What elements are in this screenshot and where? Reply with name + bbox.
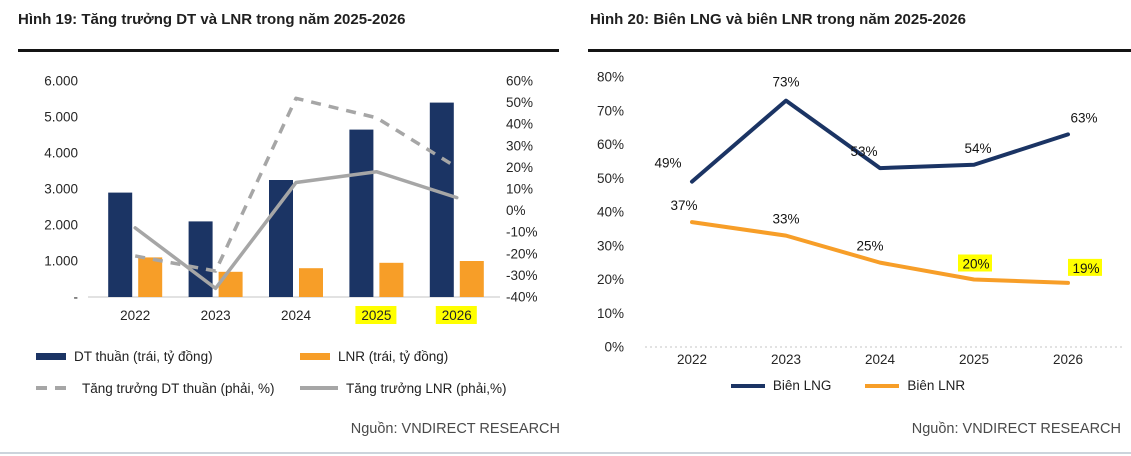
right-chart-title: Hình 20: Biên LNG và biên LNR trong năm … — [590, 11, 966, 28]
chart-text: 2026 — [442, 308, 472, 323]
left-chart-title: Hình 19: Tăng trưởng DT và LNR trong năm… — [18, 11, 406, 28]
navy-line-swatch-icon — [730, 383, 765, 388]
chart-text: 2024 — [281, 308, 312, 323]
chart-text: 60% — [506, 74, 533, 89]
chart-text: - — [74, 290, 79, 305]
legend-label: Biên LNG — [772, 378, 832, 393]
bar — [269, 180, 293, 297]
legend-item-bien-lnr: Biên LNR — [865, 378, 965, 393]
bar — [379, 262, 404, 297]
right-title-rule — [588, 49, 1131, 52]
chart-text: 2022 — [677, 352, 707, 367]
chart-text: 0% — [506, 203, 526, 218]
chart-text: 2022 — [120, 308, 150, 323]
chart-text: 30% — [597, 238, 624, 253]
year-highlight — [355, 306, 397, 324]
legend-item-lnr: LNR (trái, tỷ đồng) — [300, 349, 448, 364]
chart-text: 4.000 — [44, 146, 78, 161]
chart-text: 33% — [772, 212, 799, 227]
chart-text: 70% — [597, 103, 624, 118]
chart-text: 50% — [506, 95, 533, 110]
chart-text: -10% — [506, 225, 538, 240]
navy-bar-swatch-icon — [36, 352, 66, 360]
chart-text: 2023 — [771, 352, 801, 367]
legend-item-dt-thuan: DT thuần (trái, tỷ đồng) — [36, 349, 300, 364]
orange-line-swatch-icon — [865, 383, 900, 388]
chart-text: 20% — [597, 272, 624, 287]
chart-text: 40% — [597, 205, 624, 220]
legend-item-growth-lnr: Tăng trưởng LNR (phải,%) — [300, 381, 506, 396]
right-chart-legend: Biên LNG Biên LNR — [565, 378, 1131, 393]
bar — [218, 271, 243, 297]
bar — [138, 257, 163, 297]
value-highlight — [958, 254, 992, 272]
page-bottom-divider — [0, 452, 1131, 454]
bar — [459, 261, 484, 297]
chart-text: 60% — [597, 137, 624, 152]
legend-label: DT thuần (trái, tỷ đồng) — [74, 348, 213, 364]
chart-text: -20% — [506, 246, 538, 261]
bar — [108, 192, 133, 297]
chart-text: 49% — [654, 156, 681, 171]
chart-text: 5.000 — [44, 110, 78, 125]
legend-item-bien-lng: Biên LNG — [730, 378, 832, 393]
chart-text: 2024 — [865, 352, 896, 367]
chart-text: 73% — [772, 75, 799, 90]
left-title-rule — [18, 49, 559, 52]
chart-text: 19% — [1072, 261, 1099, 276]
growth-line-solid — [133, 169, 459, 291]
right-source-note: Nguồn: VNDIRECT RESEARCH — [911, 421, 1121, 437]
solid-line-swatch-icon — [300, 386, 338, 390]
chart-text: 54% — [964, 141, 991, 156]
chart-text: 2025 — [361, 308, 391, 323]
line-chart-margins: 80% 70% 60% 50% 40% 30% 20% 10% 0% 2022 2023 2024 20… — [597, 70, 1125, 367]
combo-chart-revenue-profit: 6.000 5.000 4.000 3.000 2.000 1.000 - 60% 50% 40%… — [44, 74, 538, 324]
orange-bar-swatch-icon — [300, 352, 330, 360]
chart-text: 63% — [1070, 110, 1097, 125]
chart-text: 10% — [597, 306, 624, 321]
left-chart-legend: DT thuần (trái, tỷ đồng) LNR (trái, tỷ đ… — [36, 340, 556, 404]
legend-label: LNR (trái, tỷ đồng) — [338, 348, 449, 364]
chart-text: 2026 — [1053, 352, 1083, 367]
legend-item-growth-dt: Tăng trưởng DT thuần (phải, %) — [36, 381, 300, 396]
bar — [188, 221, 213, 297]
chart-text: 37% — [670, 198, 697, 213]
chart-text: 20% — [962, 257, 989, 272]
series-line — [690, 98, 1070, 184]
series-line — [690, 220, 1070, 285]
legend-label: Biên LNR — [907, 378, 966, 393]
chart-text: -40% — [506, 290, 538, 305]
chart-text: 2.000 — [44, 218, 78, 233]
chart-text: -30% — [506, 268, 538, 283]
dashed-line-swatch-icon — [36, 386, 74, 390]
value-highlight — [1068, 258, 1102, 276]
chart-text: 80% — [597, 70, 624, 85]
chart-text: 10% — [506, 182, 533, 197]
year-highlight — [435, 306, 477, 324]
chart-text: 2025 — [959, 352, 989, 367]
legend-label: Tăng trưởng LNR (phải,%) — [346, 380, 507, 396]
chart-text: 53% — [850, 144, 877, 159]
chart-text: 40% — [506, 117, 533, 132]
chart-text: 2023 — [201, 308, 231, 323]
chart-text: 20% — [506, 160, 533, 175]
chart-text: 30% — [506, 138, 533, 153]
chart-text: 0% — [604, 340, 624, 355]
bar — [299, 268, 323, 297]
chart-text: 1.000 — [44, 254, 78, 269]
bar — [349, 129, 374, 297]
left-source-note: Nguồn: VNDIRECT RESEARCH — [350, 421, 560, 437]
chart-text: 25% — [856, 239, 883, 254]
bar — [429, 102, 454, 297]
legend-row: Tăng trưởng DT thuần (phải, %) Tăng trưở… — [36, 372, 556, 404]
chart-text: 6.000 — [44, 74, 78, 89]
legend-row: DT thuần (trái, tỷ đồng) LNR (trái, tỷ đ… — [36, 340, 556, 372]
legend-label: Tăng trưởng DT thuần (phải, %) — [82, 380, 275, 396]
chart-text: 3.000 — [44, 182, 78, 197]
chart-text: 50% — [597, 171, 624, 186]
